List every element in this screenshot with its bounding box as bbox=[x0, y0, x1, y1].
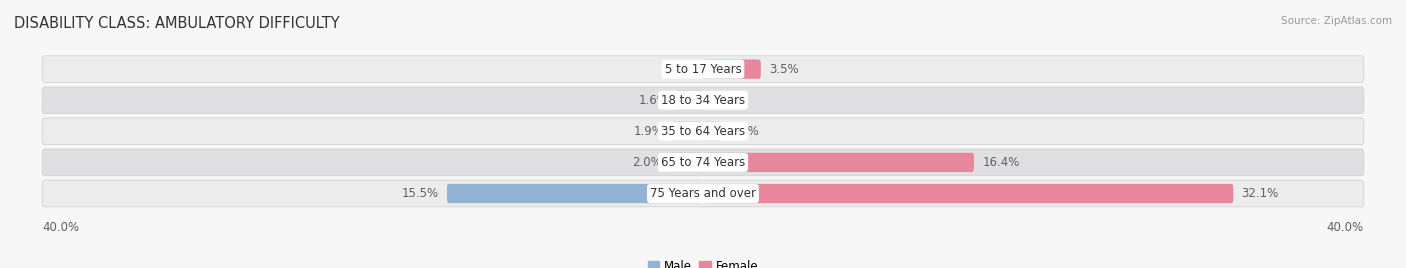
Text: 40.0%: 40.0% bbox=[1327, 221, 1364, 234]
FancyBboxPatch shape bbox=[447, 184, 703, 203]
FancyBboxPatch shape bbox=[669, 153, 703, 172]
Legend: Male, Female: Male, Female bbox=[643, 255, 763, 268]
Text: 65 to 74 Years: 65 to 74 Years bbox=[661, 156, 745, 169]
Text: 35 to 64 Years: 35 to 64 Years bbox=[661, 125, 745, 138]
Text: 0.0%: 0.0% bbox=[665, 63, 695, 76]
Text: 5 to 17 Years: 5 to 17 Years bbox=[665, 63, 741, 76]
Text: 16.4%: 16.4% bbox=[983, 156, 1019, 169]
FancyBboxPatch shape bbox=[703, 184, 1233, 203]
FancyBboxPatch shape bbox=[42, 87, 1364, 114]
Text: 75 Years and over: 75 Years and over bbox=[650, 187, 756, 200]
Text: 18 to 34 Years: 18 to 34 Years bbox=[661, 94, 745, 107]
Text: 32.1%: 32.1% bbox=[1241, 187, 1279, 200]
FancyBboxPatch shape bbox=[703, 59, 761, 79]
Text: 1.1%: 1.1% bbox=[730, 125, 759, 138]
Text: 3.5%: 3.5% bbox=[769, 63, 799, 76]
Text: 1.6%: 1.6% bbox=[638, 94, 668, 107]
Text: Source: ZipAtlas.com: Source: ZipAtlas.com bbox=[1281, 16, 1392, 26]
FancyBboxPatch shape bbox=[672, 122, 703, 141]
Text: DISABILITY CLASS: AMBULATORY DIFFICULTY: DISABILITY CLASS: AMBULATORY DIFFICULTY bbox=[14, 16, 340, 31]
Text: 2.0%: 2.0% bbox=[631, 156, 662, 169]
FancyBboxPatch shape bbox=[42, 180, 1364, 207]
FancyBboxPatch shape bbox=[42, 56, 1364, 83]
Text: 1.9%: 1.9% bbox=[634, 125, 664, 138]
FancyBboxPatch shape bbox=[703, 122, 721, 141]
Text: 40.0%: 40.0% bbox=[42, 221, 79, 234]
FancyBboxPatch shape bbox=[42, 149, 1364, 176]
FancyBboxPatch shape bbox=[42, 118, 1364, 145]
FancyBboxPatch shape bbox=[676, 91, 703, 110]
FancyBboxPatch shape bbox=[703, 153, 974, 172]
Text: 0.0%: 0.0% bbox=[711, 94, 741, 107]
Text: 15.5%: 15.5% bbox=[402, 187, 439, 200]
